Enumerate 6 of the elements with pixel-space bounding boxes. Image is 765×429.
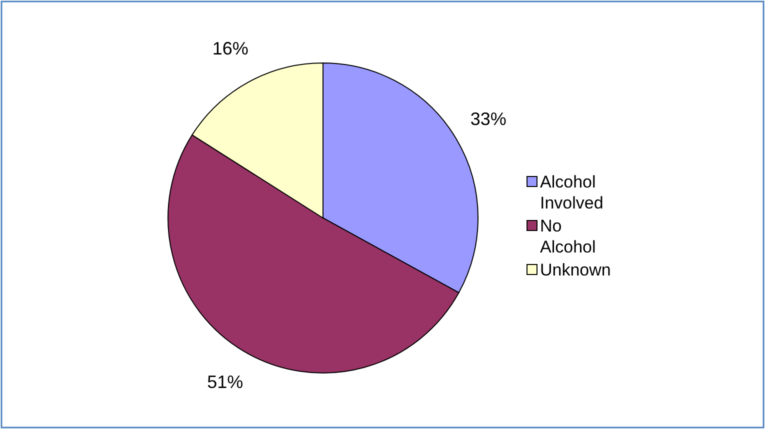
legend-label: Unknown: [540, 260, 611, 280]
data-label: 33%: [470, 108, 506, 129]
legend-label: No Alcohol: [540, 216, 596, 256]
data-label: 16%: [212, 38, 248, 58]
data-label: 51%: [207, 372, 244, 392]
legend-label: Alcohol Involved: [540, 172, 604, 212]
